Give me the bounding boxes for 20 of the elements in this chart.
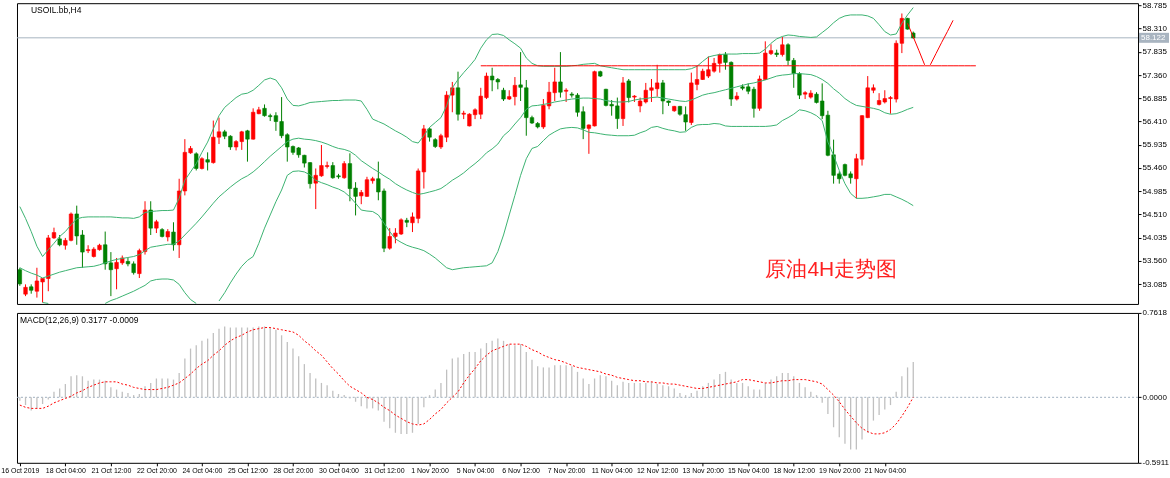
y-tick-label: 58.785 [1142, 0, 1168, 10]
y-tick-label: 53.560 [1142, 256, 1168, 266]
annotation: 原油4H走势图 [765, 256, 898, 280]
y-tick-label: 53.085 [1142, 279, 1168, 289]
y-tick-label: 56.410 [1142, 117, 1168, 127]
y-tick-label: 54.035 [1142, 233, 1168, 243]
y-tick-label: 55.460 [1142, 163, 1168, 173]
chart-title: USOIL.bb,H4 [30, 5, 82, 16]
y-tick-label: 55.935 [1142, 140, 1168, 150]
y-tick-label: 54.985 [1142, 186, 1168, 196]
y-tick-label: 0.7618 [1142, 308, 1168, 318]
y-tick-label: 0.0000 [1142, 392, 1168, 402]
ref-line-label: 58.122 [1141, 32, 1167, 42]
y-tick-label: 58.310 [1142, 24, 1168, 34]
y-tick-label: 54.510 [1142, 209, 1168, 219]
chart-title: MACD(12,26,9) 0.3177 -0.0009 [19, 314, 139, 325]
y-tick-label: 57.835 [1142, 47, 1168, 57]
y-tick-label: -0.5911 [1142, 458, 1170, 468]
y-tick-label: 56.885 [1142, 93, 1168, 103]
y-tick-label: 57.360 [1142, 70, 1168, 80]
